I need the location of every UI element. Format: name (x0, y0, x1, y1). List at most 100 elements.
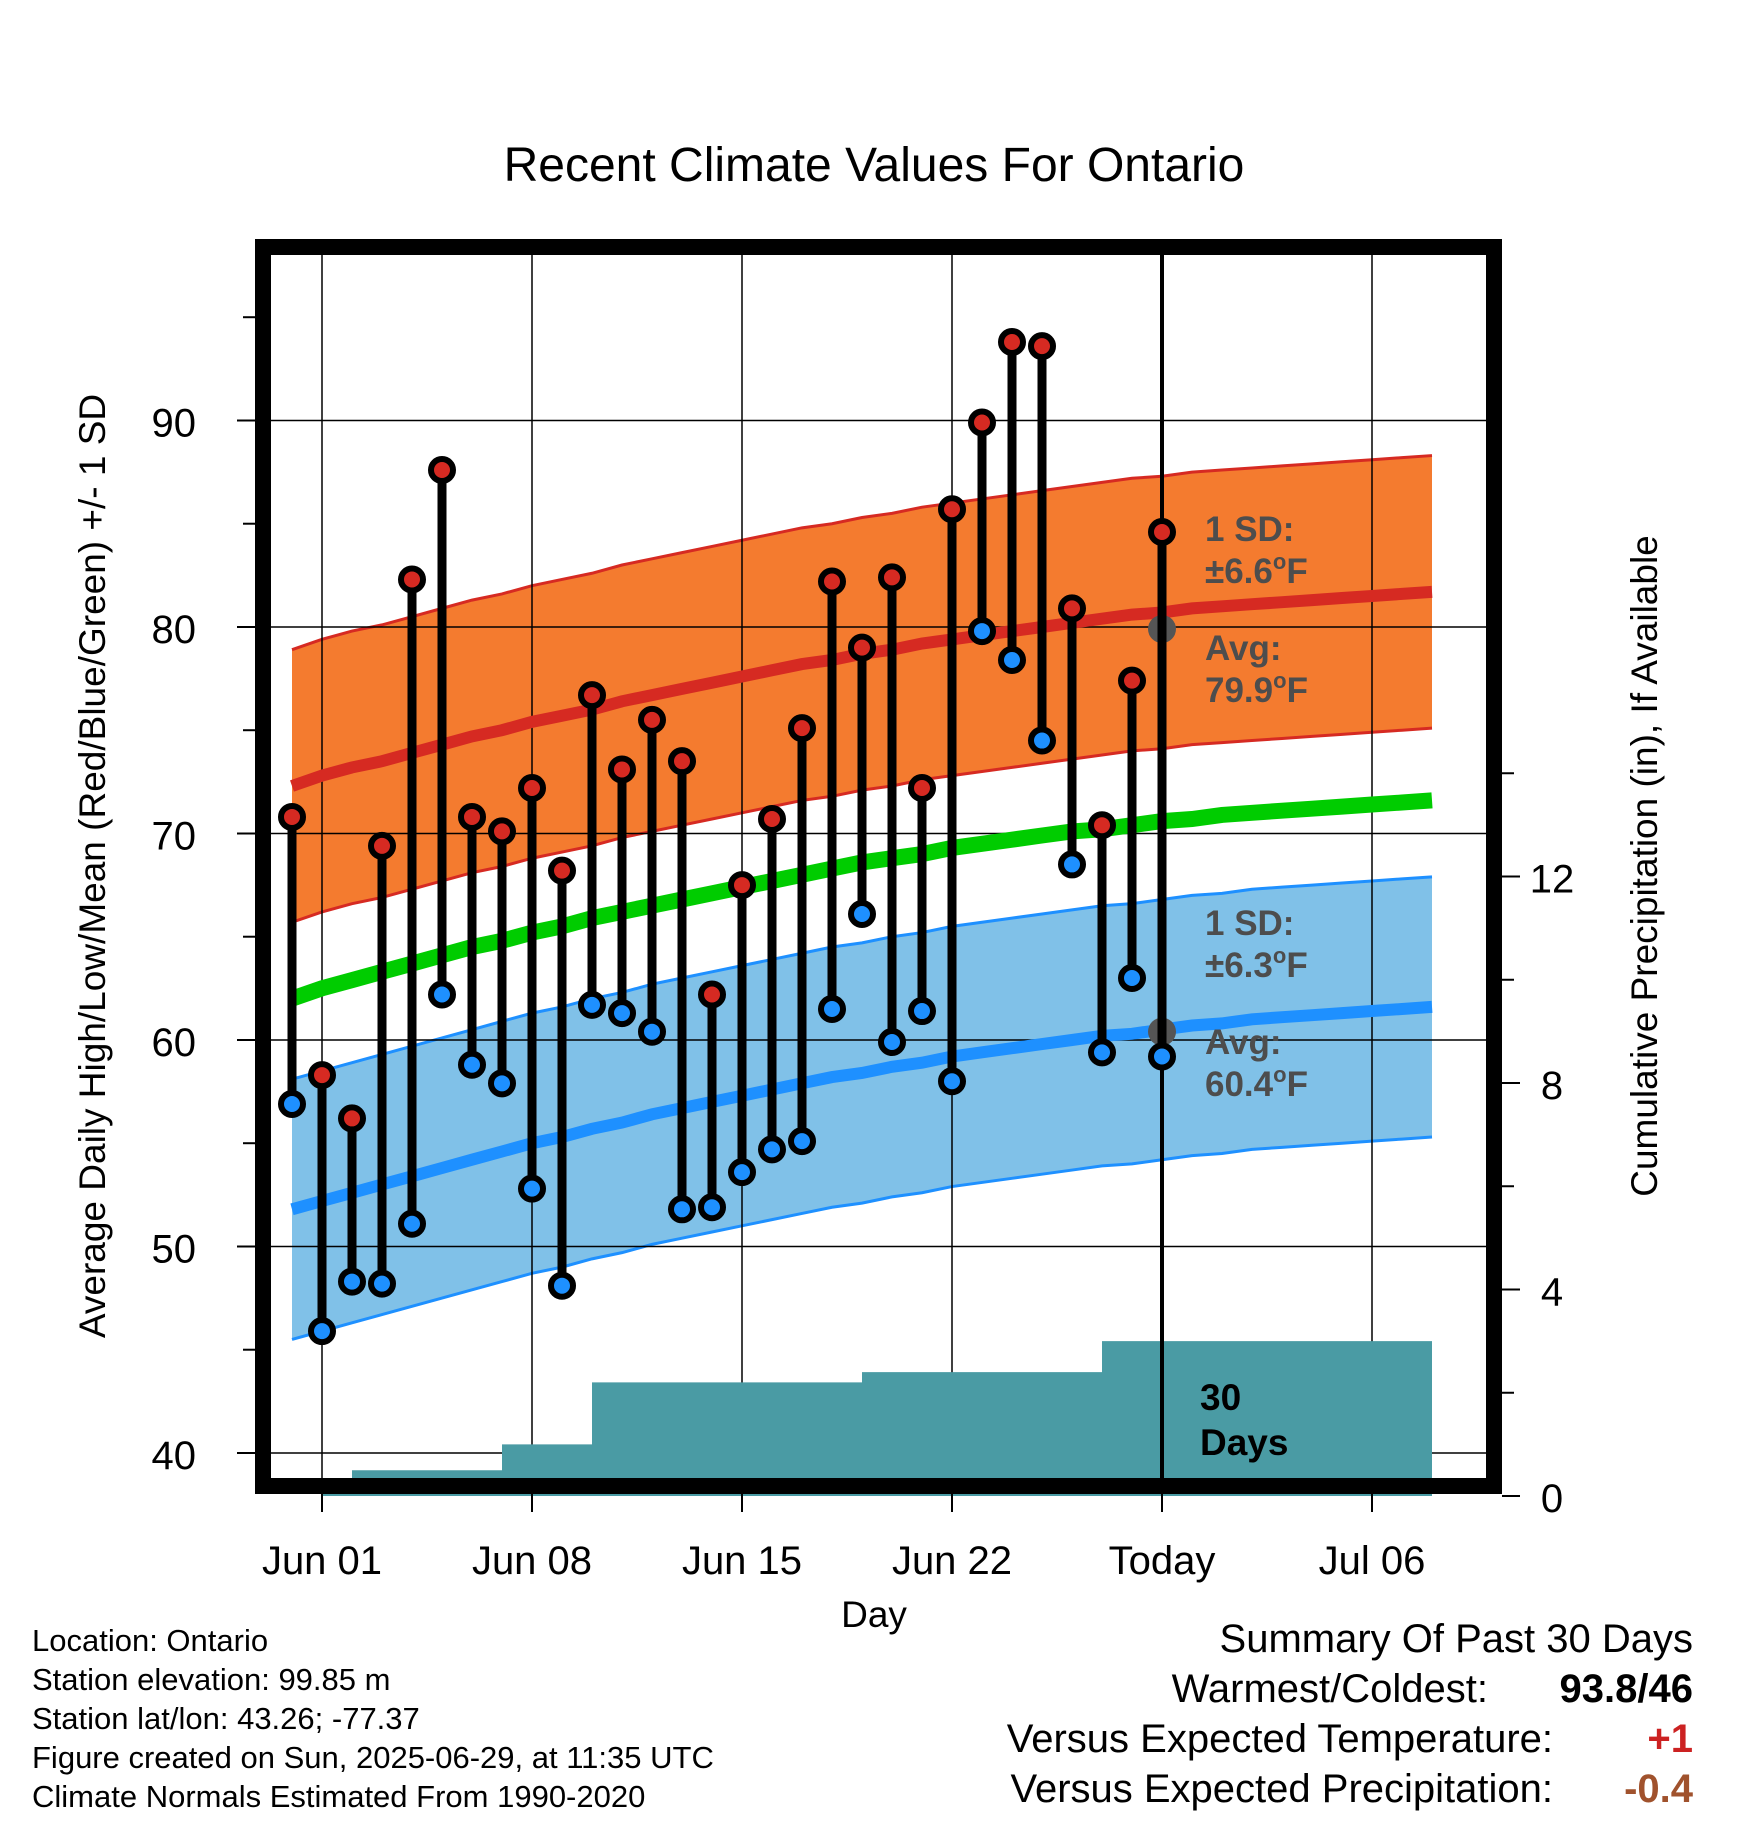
plot-area: 1 SD: ±6.6oF Avg: 79.9oF 1 SD: ±6.3oF Avg: 60.4… (255, 239, 1502, 1496)
daily-low-point (1028, 726, 1056, 755)
created-text: Figure created on Sun, 2025-06-29, at 11… (32, 1740, 714, 1775)
daily-high-point (1088, 811, 1116, 840)
x-tick-label: Jul 06 (1319, 1539, 1426, 1583)
daily-high-point (608, 755, 636, 784)
y2-tick-label: 12 (1530, 858, 1575, 902)
temp-vs-expected-value: +1 (1647, 1717, 1693, 1761)
daily-low-point (368, 1269, 396, 1298)
daily-high-point (518, 774, 546, 803)
daily-low-point (968, 617, 996, 646)
daily-low-point (908, 997, 936, 1026)
normals-text: Climate Normals Estimated From 1990-2020 (32, 1779, 646, 1814)
daily-low-point (818, 994, 846, 1023)
daily-high-point (398, 565, 426, 594)
daily-high-point (998, 327, 1026, 356)
daily-low-point (878, 1028, 906, 1057)
daily-low-point (398, 1209, 426, 1238)
y-tick-label: 80 (152, 608, 197, 652)
y-tick-label: 60 (152, 1021, 197, 1065)
precipitation-area (292, 1341, 1432, 1496)
daily-low-point (848, 899, 876, 928)
daily-high-point (878, 563, 906, 592)
daily-high-point (338, 1104, 366, 1133)
precip-vs-expected-value: -0.4 (1624, 1767, 1693, 1811)
daily-high-point (578, 681, 606, 710)
x-tick-label: Jun 22 (892, 1539, 1012, 1583)
daily-low-point (668, 1195, 696, 1224)
daily-low-point (998, 646, 1026, 674)
temp-vs-expected-label: Versus Expected Temperature: (1006, 1717, 1553, 1761)
daily-high-point (458, 802, 486, 831)
daily-low-point (308, 1317, 336, 1346)
daily-low-point (698, 1193, 726, 1222)
daily-low-point (548, 1271, 576, 1300)
y2-tick-label: 8 (1541, 1064, 1563, 1108)
high-sd-annotation: 1 SD: ±6.6oF (1205, 510, 1308, 591)
daily-high-point (278, 802, 306, 831)
summary-panel: Summary Of Past 30 Days Warmest/Coldest:… (913, 1617, 1693, 1817)
location-text: Location: Ontario (32, 1623, 269, 1658)
daily-high-point (728, 871, 756, 900)
daily-high-point (368, 831, 396, 860)
days-annotation: 30 Days (1200, 1377, 1288, 1463)
x-tick-label: Today (1109, 1539, 1216, 1583)
daily-high-point (848, 633, 876, 662)
station-info: Location: Ontario Station elevation: 99.… (32, 1621, 714, 1816)
precip-vs-expected-label: Versus Expected Precipitation: (1010, 1767, 1553, 1811)
x-axis-label: Day (841, 1594, 907, 1635)
daily-low-point (638, 1017, 666, 1046)
daily-low-point (788, 1127, 816, 1156)
y-tick-label: 90 (152, 401, 197, 445)
y-tick-label: 50 (152, 1227, 197, 1271)
x-tick-label: Jun 08 (472, 1539, 592, 1583)
x-tick-label: Jun 15 (682, 1539, 802, 1583)
daily-low-point (608, 999, 636, 1028)
daily-high-point (638, 705, 666, 734)
daily-high-point (1148, 517, 1176, 546)
y2-axis-label: Cumulative Precipitation (in), If Availa… (1624, 535, 1665, 1197)
latlon-text: Station lat/lon: 43.26; -77.37 (32, 1701, 420, 1736)
daily-low-point (458, 1050, 486, 1079)
chart-title: Recent Climate Values For Ontario (504, 139, 1245, 192)
daily-low-point (578, 990, 606, 1019)
daily-low-point (728, 1158, 756, 1187)
normal-low-line (290, 1000, 1433, 1216)
low-sd-upper-edge (291, 875, 1433, 1081)
daily-low-point (1058, 850, 1086, 879)
daily-low-point (1148, 1042, 1176, 1071)
summary-heading: Summary Of Past 30 Days (1219, 1617, 1693, 1661)
x-tick-label: Jun 01 (262, 1539, 382, 1583)
high-sd-upper-edge (291, 454, 1433, 652)
daily-high-point (488, 817, 516, 846)
y-tick-label: 40 (152, 1434, 197, 1478)
elevation-text: Station elevation: 99.85 m (32, 1662, 391, 1697)
daily-high-point (758, 805, 786, 834)
daily-high-point (668, 747, 696, 776)
low-sd-annotation: 1 SD: ±6.3oF (1205, 904, 1308, 985)
warmest-coldest-value: 93.8/46 (1559, 1667, 1693, 1711)
daily-high-point (818, 567, 846, 596)
daily-high-point (938, 495, 966, 524)
high-avg-annotation: Avg: 79.9oF (1205, 629, 1308, 710)
plot-frame (255, 239, 1502, 1494)
daily-high-point (698, 980, 726, 1009)
y2-tick-label: 0 (1541, 1477, 1563, 1521)
daily-high-point (1118, 666, 1146, 695)
low-avg-annotation: Avg: 60.4oF (1205, 1023, 1308, 1104)
y2-tick-label: 4 (1541, 1271, 1563, 1315)
daily-high-point (788, 714, 816, 743)
daily-low-point (488, 1069, 516, 1098)
low-sd-lower-edge (291, 1135, 1433, 1341)
daily-low-point (758, 1135, 786, 1164)
daily-high-point (1058, 594, 1086, 623)
daily-high-point (428, 456, 456, 485)
y-tick-label: 70 (152, 814, 197, 858)
daily-low-point (338, 1267, 366, 1296)
daily-high-point (548, 856, 576, 885)
daily-high-point (308, 1061, 336, 1090)
daily-low-point (1088, 1038, 1116, 1067)
daily-low-point (428, 980, 456, 1009)
warmest-coldest-label: Warmest/Coldest: (1171, 1667, 1488, 1711)
daily-high-point (1028, 332, 1056, 361)
